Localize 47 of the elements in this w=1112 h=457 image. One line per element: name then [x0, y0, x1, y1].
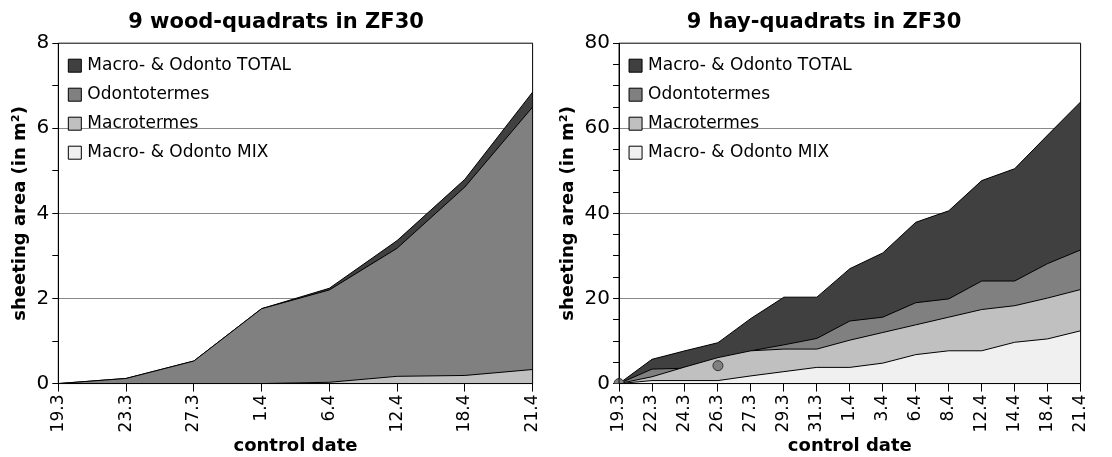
x-tick-label: 29.3 — [772, 394, 793, 433]
x-tick-label: 18.4 — [453, 394, 474, 433]
x-axis-title: control date — [787, 433, 912, 455]
x-tick-label: 21.4 — [1069, 394, 1090, 433]
y-tick-label: 2 — [36, 284, 50, 309]
chart-title: 9 hay-quadrats in ZF30 — [686, 9, 962, 34]
x-tick-label: 27.3 — [739, 394, 760, 433]
x-tick-label: 21.4 — [521, 394, 542, 433]
x-tick-label: 1.4 — [250, 394, 271, 422]
x-tick-label: 6.4 — [317, 394, 338, 422]
x-tick-label: 27.3 — [182, 394, 203, 433]
x-tick-label: 6.4 — [904, 394, 925, 422]
y-tick-label: 20 — [584, 284, 611, 309]
legend-label: Macrotermes — [648, 112, 760, 133]
y-tick-label: 0 — [36, 369, 50, 394]
legend-label: Macrotermes — [87, 112, 199, 133]
chart-title: 9 wood-quadrats in ZF30 — [128, 9, 424, 34]
legend-label: Macro- & Odonto MIX — [648, 141, 830, 162]
x-tick-label: 19.3 — [607, 394, 628, 433]
x-tick-label: 3.4 — [871, 394, 892, 422]
x-tick-label: 19.3 — [46, 394, 67, 433]
x-axis-title: control date — [233, 433, 358, 455]
x-tick-label: 1.4 — [838, 394, 859, 422]
x-tick-label: 24.3 — [673, 394, 694, 433]
y-tick-label: 80 — [584, 29, 611, 54]
x-tick-label: 12.4 — [970, 394, 991, 433]
legend-label: Macro- & Odonto MIX — [87, 141, 269, 162]
y-tick-label: 40 — [584, 199, 611, 224]
x-tick-label: 26.3 — [706, 394, 727, 433]
y-tick-label: 60 — [584, 114, 611, 139]
y-tick-label: 4 — [36, 199, 50, 224]
legend-label: Odontotermes — [648, 83, 771, 104]
x-tick-label: 18.4 — [1036, 394, 1057, 433]
x-tick-label: 12.4 — [385, 394, 406, 433]
x-tick-label: 14.4 — [1003, 394, 1024, 433]
x-tick-label: 8.4 — [937, 394, 958, 422]
legend-label: Odontotermes — [87, 83, 210, 104]
x-tick-label: 31.3 — [805, 394, 826, 433]
legend-label: Macro- & Odonto TOTAL — [648, 54, 853, 75]
y-tick-label: 8 — [36, 29, 50, 54]
y-tick-label: 0 — [597, 369, 611, 394]
x-tick-label: 23.3 — [114, 394, 135, 433]
legend-label: Macro- & Odonto TOTAL — [87, 54, 292, 75]
y-tick-label: 6 — [36, 114, 50, 139]
x-tick-label: 22.3 — [640, 394, 661, 433]
y-axis-title: sheeting area (in m²) — [556, 106, 578, 321]
y-axis-title: sheeting area (in m²) — [8, 106, 30, 321]
